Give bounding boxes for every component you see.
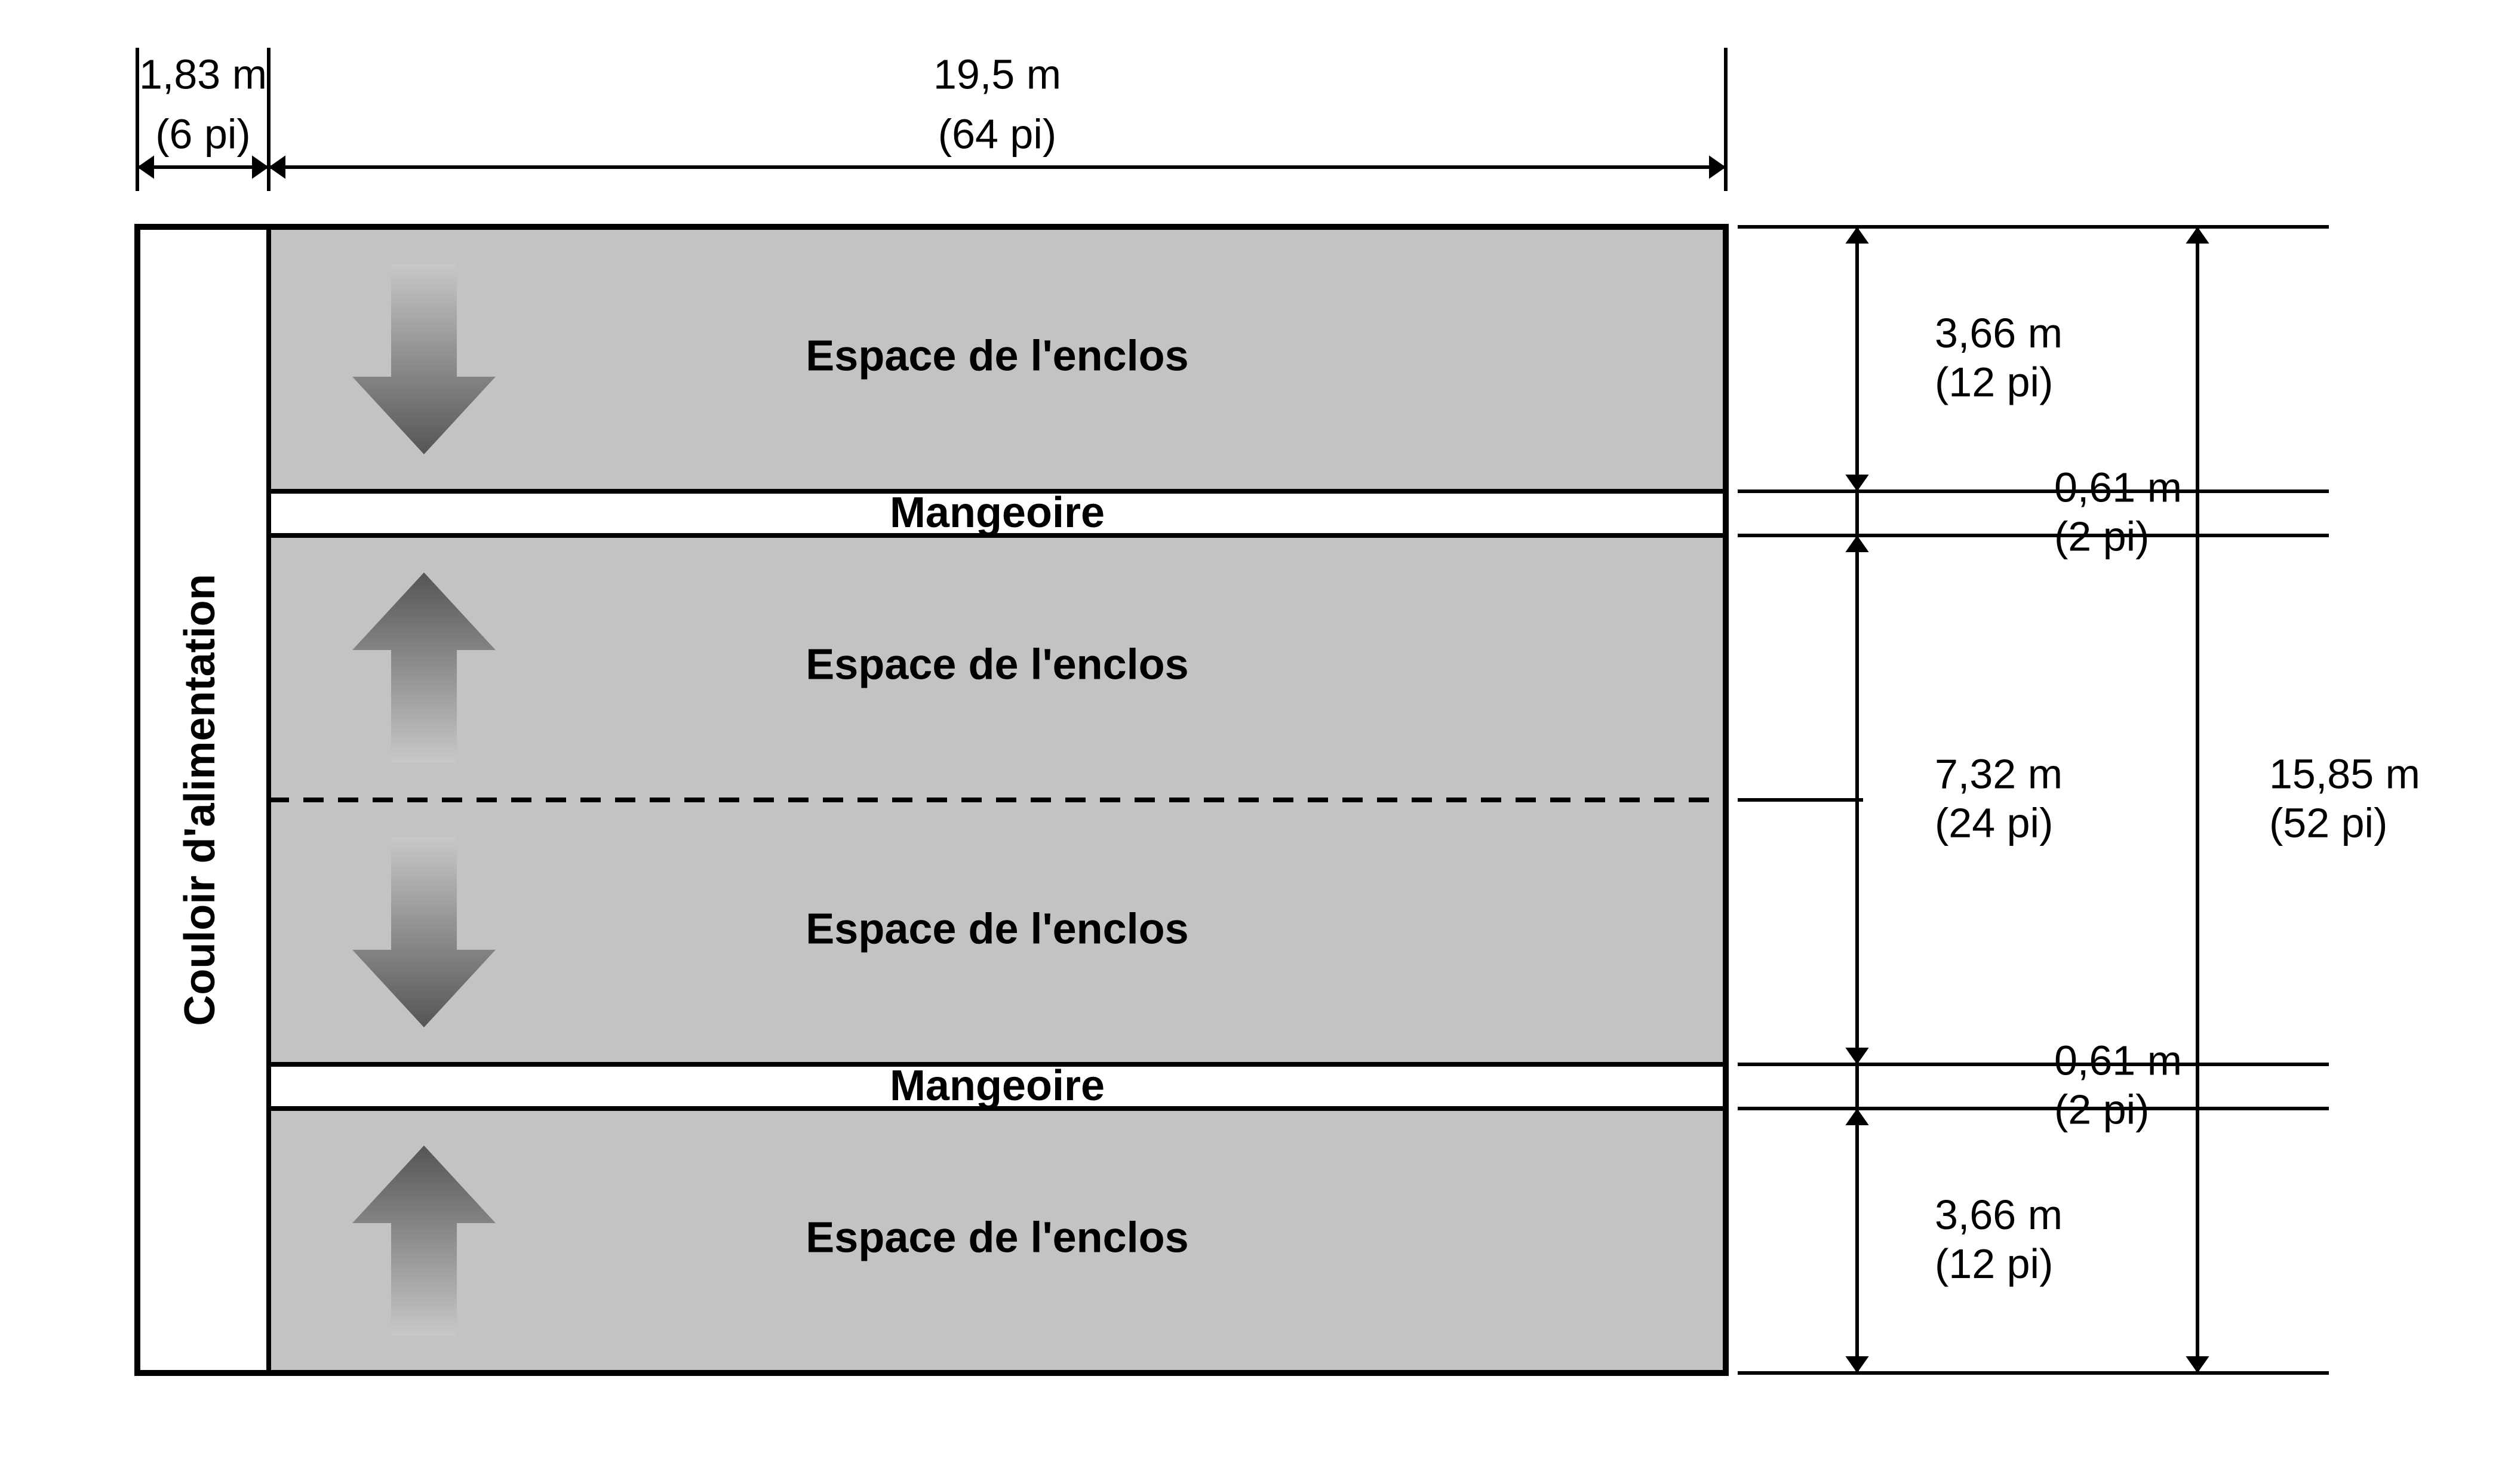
dim-label-pi: (52 pi) [2269,799,2387,846]
enclos-label: Espace de l'enclos [806,332,1188,380]
mangeoire-label: Mangeoire [890,1062,1105,1110]
dim-label-m: 0,61 m [2054,464,2182,510]
dim-top-right-pi: (64 pi) [938,110,1056,157]
couloir-label: Couloir d'alimentation [176,574,224,1026]
dim-label-pi: (12 pi) [1935,359,2053,405]
dim-label-m: 15,85 m [2269,750,2420,797]
dim-label-pi: (2 pi) [2054,513,2149,559]
dim-label-pi: (12 pi) [1935,1240,2053,1287]
dim-top-left-pi: (6 pi) [155,110,250,157]
barn-layout-diagram: Couloir d'alimentation Espace de l'enclos… [0,0,2508,1484]
enclos-label: Espace de l'enclos [806,1214,1188,1262]
dim-label-m: 3,66 m [1935,310,2063,356]
enclos-label: Espace de l'enclos [806,641,1188,689]
enclos-label: Espace de l'enclos [806,906,1188,953]
dim-label-pi: (24 pi) [1935,799,2053,846]
dim-label-pi: (2 pi) [2054,1086,2149,1132]
dim-top-left-m: 1,83 m [139,51,267,97]
dim-top-right-m: 19,5 m [933,51,1061,97]
dim-label-m: 7,32 m [1935,750,2063,797]
dim-label-m: 0,61 m [2054,1037,2182,1083]
dim-label-m: 3,66 m [1935,1191,2063,1238]
mangeoire-label: Mangeoire [890,489,1105,537]
